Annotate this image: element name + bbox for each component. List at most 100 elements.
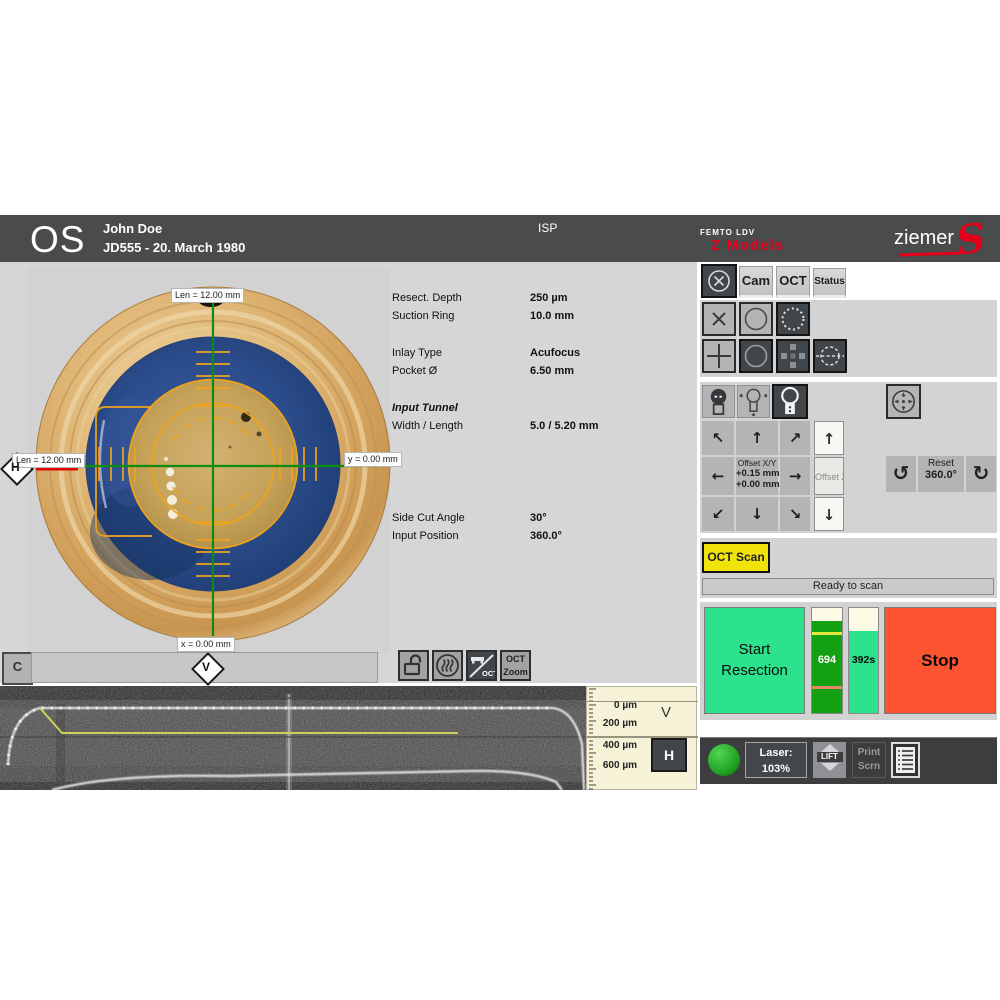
rotation-value: 360.0° [925,469,957,481]
rotation-readout: Reset 360.0° [918,456,964,492]
x-coordinate-label: x = 0.00 mm [177,637,235,652]
handpiece-filled-icon [710,388,727,415]
brand-z-models: Z Models [711,237,785,254]
gauge-empty-segment [812,608,842,621]
start-resection-button[interactable]: Start Resection [704,607,805,714]
time-value: 392s [851,654,876,666]
rotate-cw-button[interactable]: ↻ [966,456,996,492]
squares-pattern-icon [781,344,805,368]
auto-center-button[interactable] [886,384,921,419]
header-bar: OS John Doe JD555 - 20. March 1980 ISP F… [0,214,1000,265]
mode-label: ISP [538,221,558,235]
oct-scan-button[interactable]: OCT Scan [702,542,770,573]
depth-tick-400: 400 µm [602,740,637,751]
len-label-top: Len = 12.00 mm [171,288,245,303]
print-label-1: Print [857,747,881,758]
tab-oct[interactable]: OCT [776,266,810,298]
oct-handpiece-button[interactable]: OCT [466,650,498,681]
tab-cam[interactable]: Cam [739,266,773,298]
gauge-red-marker [812,686,842,689]
ziemer-logo-text: ziemer [894,227,955,249]
param-row: Width / Length 5.0 / 5.20 mm [392,420,599,432]
oct-view-h-button[interactable]: H [651,738,687,772]
dotted-circle-overlay-button[interactable] [776,302,810,336]
offset-z-label: Offset Z [814,457,844,495]
depth-tick-200: 200 µm [602,718,637,729]
circled-x-icon [708,270,730,292]
x-icon [712,312,726,326]
gray-circle-icon [744,344,768,368]
pulse-gauge: 694 [811,607,843,714]
plus-cross-icon [707,344,731,368]
eye-side-label: OS [30,219,86,260]
close-view-button[interactable] [701,264,737,298]
lift-label: LIFT [816,752,843,762]
offset-xy-label: Offset X/Y [737,458,777,468]
patient-name: John Doe [103,221,163,236]
pattern-overlay-button[interactable] [776,339,810,373]
stop-button[interactable]: Stop [884,607,996,714]
param-row: Side Cut Angle 30° [392,512,547,524]
brand-femto-ldv: FEMTO LDV [700,228,756,237]
handpiece-mode-3-button-active[interactable] [772,384,808,419]
oct-zoom-button[interactable]: OCT Zoom [500,650,531,681]
laser-value: 103% [761,763,791,775]
param-row: Pocket Ø 6.50 mm [392,365,575,377]
pulse-value: 694 [817,654,837,666]
lift-button[interactable]: LIFT [813,742,846,778]
offset-down-button[interactable]: ↓ [736,497,778,531]
dashed-circle-line-icon [816,346,844,366]
offset-up-left-button[interactable]: ↖ [702,421,734,455]
dashed-circle-line-button[interactable] [813,339,847,373]
c-button[interactable]: C [2,652,33,685]
oct-zoom-label-2: Zoom [503,667,528,677]
depth-tick-600: 600 µm [602,760,637,771]
h-axis-marker-label: H [11,460,20,474]
list-icon [896,747,915,773]
unlock-icon-button[interactable] [398,650,429,681]
param-section-header: Input Tunnel [392,402,458,414]
handpiece-mode-2-button[interactable] [737,385,770,418]
param-row: Resect. Depth 250 µm [392,292,568,304]
v-axis-marker-label: V [202,660,211,674]
crosshair-overlay-button[interactable] [702,339,736,373]
param-row: Input Position 360.0° [392,530,562,542]
centering-target-icon [892,390,915,413]
offset-up-button[interactable]: ↑ [736,421,778,455]
offset-y-value: +0.00 mm [736,479,780,490]
handpiece-active-icon [781,386,799,415]
oct-view-v-button[interactable]: V [661,704,672,721]
laser-power-button[interactable]: Laser: 103% [745,742,807,778]
oct-depth-scale-panel: 0 µm 200 µm 400 µm 600 µm V H [586,686,698,790]
lift-down-arrow-icon [820,763,839,771]
dotted-circle-icon [781,307,805,331]
handpiece-outline-arrows-icon [739,388,768,417]
len-label-left: Len = 12.00 mm [12,453,86,468]
offset-down-right-button[interactable]: ↘ [780,497,810,531]
eye-camera-view [0,262,697,683]
offset-x-value: +0.15 mm [736,468,780,479]
svg-text:OCT: OCT [482,669,495,678]
offset-right-button[interactable]: → [780,457,810,495]
offset-up-right-button[interactable]: ↗ [780,421,810,455]
overlay-off-button[interactable] [702,302,736,336]
offset-z-down-button[interactable]: ↓ [814,497,844,531]
circle-overlay-button[interactable] [739,302,773,336]
lift-up-arrow-icon [820,744,839,752]
laser-ready-indicator [708,744,740,776]
print-screen-button[interactable]: Print Scrn [852,742,886,778]
tab-status[interactable]: Status [813,268,846,298]
offset-down-left-button[interactable]: ↙ [702,497,734,531]
offset-z-up-button[interactable]: ↑ [814,421,844,455]
depth-ruler [589,688,596,790]
gauge-empty-segment [849,608,878,631]
suction-button[interactable] [432,650,463,681]
offset-left-button[interactable]: ← [702,457,734,495]
dark-circle-overlay-button[interactable] [739,339,773,373]
rotate-ccw-button[interactable]: ↺ [886,456,916,492]
param-row: Inlay Type Acufocus [392,347,581,359]
patient-details: JD555 - 20. March 1980 [103,240,246,255]
log-list-button[interactable] [891,742,920,778]
handpiece-mode-1-button[interactable] [702,385,735,418]
